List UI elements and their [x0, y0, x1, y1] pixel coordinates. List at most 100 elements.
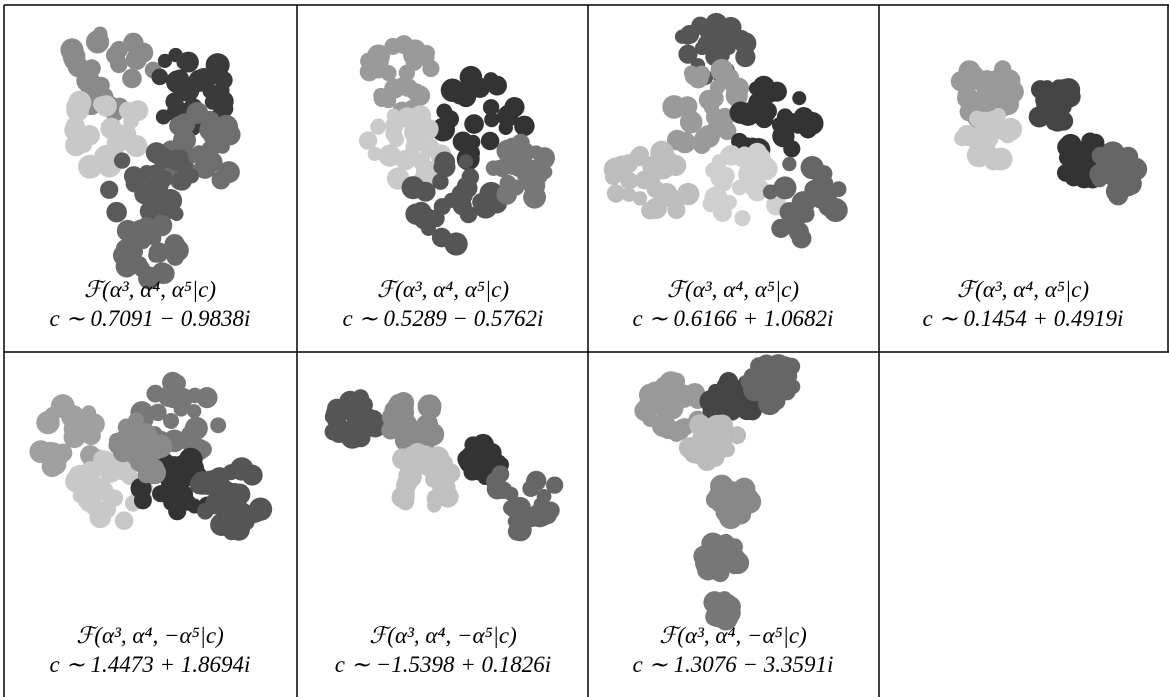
- fractal-blob: [508, 498, 529, 519]
- fractal-blob: [782, 157, 796, 171]
- fractal-blob: [999, 127, 1015, 143]
- fractal-blob: [484, 72, 499, 87]
- fractal-blob: [402, 176, 425, 199]
- fractal-blob: [487, 478, 508, 499]
- fractal-blob: [792, 229, 812, 249]
- fractal-blob: [168, 374, 186, 392]
- fractal-blob: [86, 30, 109, 53]
- fractal-blob: [143, 188, 162, 207]
- fractal-blob: [697, 125, 720, 148]
- fractal-blob: [388, 393, 411, 416]
- fractal-blob: [493, 159, 511, 177]
- fractal-blob: [407, 83, 425, 101]
- fractal-blob: [674, 132, 696, 154]
- fractal-blob: [148, 248, 163, 263]
- fractal-image: [359, 35, 555, 255]
- caption-formula: ℱ(α³, α⁴, −α⁵|c): [659, 623, 807, 648]
- fractal-blob: [230, 457, 253, 480]
- fractal-image: [60, 26, 240, 289]
- fractal-blob: [728, 426, 746, 444]
- fractal-blob: [456, 87, 476, 107]
- fractal-blob: [451, 184, 473, 206]
- fractal-blob: [641, 201, 659, 219]
- fractal-blob: [172, 149, 189, 166]
- fractal-blob: [77, 138, 92, 153]
- caption-formula: ℱ(α³, α⁴, α⁵|c): [377, 277, 509, 302]
- fractal-blob: [352, 389, 369, 406]
- fractal-blob: [658, 419, 679, 440]
- fractal-blob: [66, 98, 82, 114]
- fractal-blob: [114, 152, 130, 168]
- fractal-blob: [661, 397, 683, 419]
- fractal-blob: [483, 99, 499, 115]
- fractal-blob: [411, 202, 431, 222]
- fractal-blob: [164, 390, 182, 408]
- fractal-blob: [665, 155, 686, 176]
- fractal-blob: [773, 180, 789, 196]
- fractal-blob: [199, 120, 220, 141]
- fractal-blob: [464, 114, 484, 134]
- fractal-blob: [783, 140, 800, 157]
- fractal-blob: [825, 197, 841, 213]
- figure: ℱ(α³, α⁴, α⁵|c) c ∼ 0.7091 − 0.9838i ℱ(α³,…: [0, 0, 1169, 697]
- fractal-blob: [83, 413, 105, 435]
- fractal-blob: [472, 193, 490, 211]
- fractal-blob: [165, 93, 183, 111]
- fractal-blob: [370, 119, 386, 135]
- fractal-blob: [607, 184, 625, 202]
- fractal-blob: [131, 450, 154, 473]
- fractal-image: [951, 60, 1147, 205]
- fractal-blob: [106, 202, 127, 223]
- caption-formula: ℱ(α³, α⁴, −α⁵|c): [369, 623, 517, 648]
- fractal-blob: [711, 564, 730, 583]
- fractal-blob: [201, 471, 219, 489]
- caption-constant: c ∼ 0.5289 − 0.5762i: [343, 306, 544, 331]
- fractal-blob: [373, 88, 388, 103]
- fractal-blob: [135, 222, 158, 245]
- fractal-blob: [134, 491, 152, 509]
- fractal-blob: [156, 109, 171, 124]
- caption-constant: c ∼ 0.7091 − 0.9838i: [50, 306, 251, 331]
- fractal-blob: [772, 117, 788, 133]
- fractal-blob: [985, 153, 1003, 171]
- fractal-blob: [459, 154, 474, 169]
- fractal-blob: [504, 97, 524, 117]
- fractal-blob: [761, 377, 776, 392]
- fractal-blob: [978, 113, 992, 127]
- fractal-blob: [735, 487, 750, 502]
- fractal-blob: [404, 122, 425, 143]
- fractal-blob: [55, 450, 69, 464]
- fractal-blob: [100, 181, 118, 199]
- caption-constant: c ∼ 1.4473 + 1.8694i: [50, 652, 251, 677]
- fractal-blob: [397, 493, 414, 510]
- fractal-blob: [735, 47, 755, 67]
- fractal-blob: [431, 457, 453, 479]
- fractal-blob: [36, 411, 59, 434]
- fractal-blob: [453, 131, 473, 151]
- fractal-blob: [408, 457, 426, 475]
- fractal-blob: [675, 30, 689, 44]
- fractal-blob: [126, 175, 143, 192]
- fractal-blob: [115, 511, 134, 530]
- fractal-blob: [125, 135, 147, 157]
- fractal-blob: [759, 392, 780, 413]
- fractal-blob: [1052, 103, 1068, 119]
- fractal-blob: [97, 451, 114, 468]
- fractal-blob: [994, 60, 1011, 77]
- fractal-blob: [991, 108, 1006, 123]
- caption-formula: ℱ(α³, α⁴, −α⁵|c): [76, 623, 224, 648]
- fractal-blob: [187, 404, 201, 418]
- fractal-blob: [217, 514, 232, 529]
- fractal-blob: [186, 102, 208, 124]
- fractal-blob: [89, 506, 111, 528]
- fractal-blob: [111, 431, 134, 454]
- fractal-blob: [463, 463, 480, 480]
- fractal-blob: [360, 53, 377, 70]
- fractal-blob: [680, 111, 703, 134]
- caption-formula: ℱ(α³, α⁴, α⁵|c): [667, 277, 799, 302]
- fractal-image: [325, 389, 564, 541]
- fractal-blob: [744, 176, 766, 198]
- fractal-blob: [210, 417, 226, 433]
- fractal-blob: [166, 237, 183, 254]
- fractal-blob: [538, 165, 552, 179]
